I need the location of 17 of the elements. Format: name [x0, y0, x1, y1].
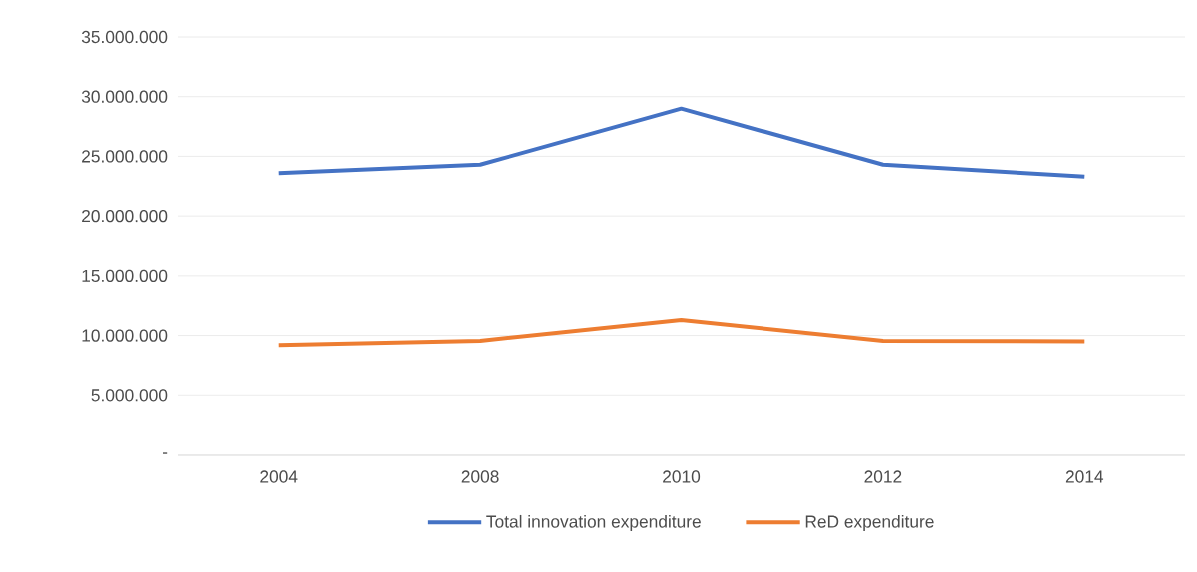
- line-series: [276, 106, 1087, 179]
- x-tick-label: 2012: [864, 470, 902, 483]
- y-tick-label: 30.000.000: [81, 90, 168, 103]
- x-tick-label: 2014: [1065, 470, 1104, 483]
- y-tick-label: -: [162, 452, 168, 454]
- x-tick-label: 2004: [260, 470, 298, 483]
- line-series: [276, 318, 1087, 348]
- y-tick-label: 20.000.000: [82, 210, 168, 223]
- x-tick-label: 2008: [461, 470, 499, 483]
- x-tick-label: 2010: [663, 470, 701, 483]
- y-tick-label: 10.000.000: [82, 329, 168, 342]
- y-tick-label: 25.000.000: [82, 150, 168, 163]
- y-tick-label: 5.000.000: [91, 389, 168, 402]
- legend-label: Total innovation expenditure: [486, 514, 701, 532]
- legend-label: ReD expenditure: [805, 514, 934, 532]
- y-tick-label: 15.000.000: [82, 269, 168, 282]
- y-tick-label: 35.000.000: [81, 30, 168, 44]
